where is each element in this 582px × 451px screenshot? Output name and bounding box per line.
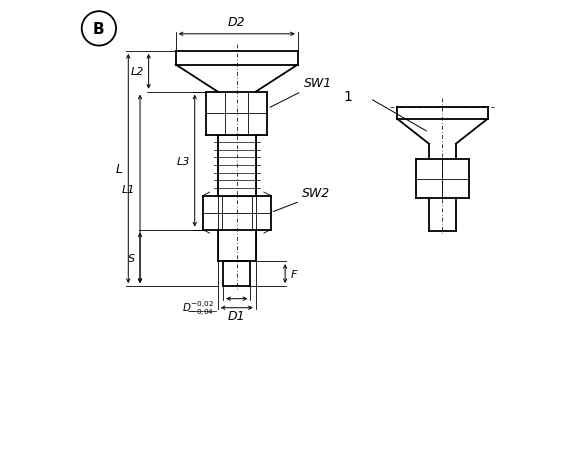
Text: B: B xyxy=(93,22,105,37)
Text: D1: D1 xyxy=(228,309,246,322)
Text: L3: L3 xyxy=(177,156,190,166)
Text: S: S xyxy=(129,253,136,263)
Text: $D^{-0{,}02}_{-0{,}04}$: $D^{-0{,}02}_{-0{,}04}$ xyxy=(182,299,214,317)
Text: L1: L1 xyxy=(122,184,136,194)
Text: 1: 1 xyxy=(343,90,352,104)
Text: SW2: SW2 xyxy=(302,187,331,199)
Text: D2: D2 xyxy=(228,16,246,29)
Text: L2: L2 xyxy=(131,67,144,77)
Text: SW1: SW1 xyxy=(304,77,332,90)
Text: L: L xyxy=(115,163,122,175)
Text: F: F xyxy=(290,269,297,279)
